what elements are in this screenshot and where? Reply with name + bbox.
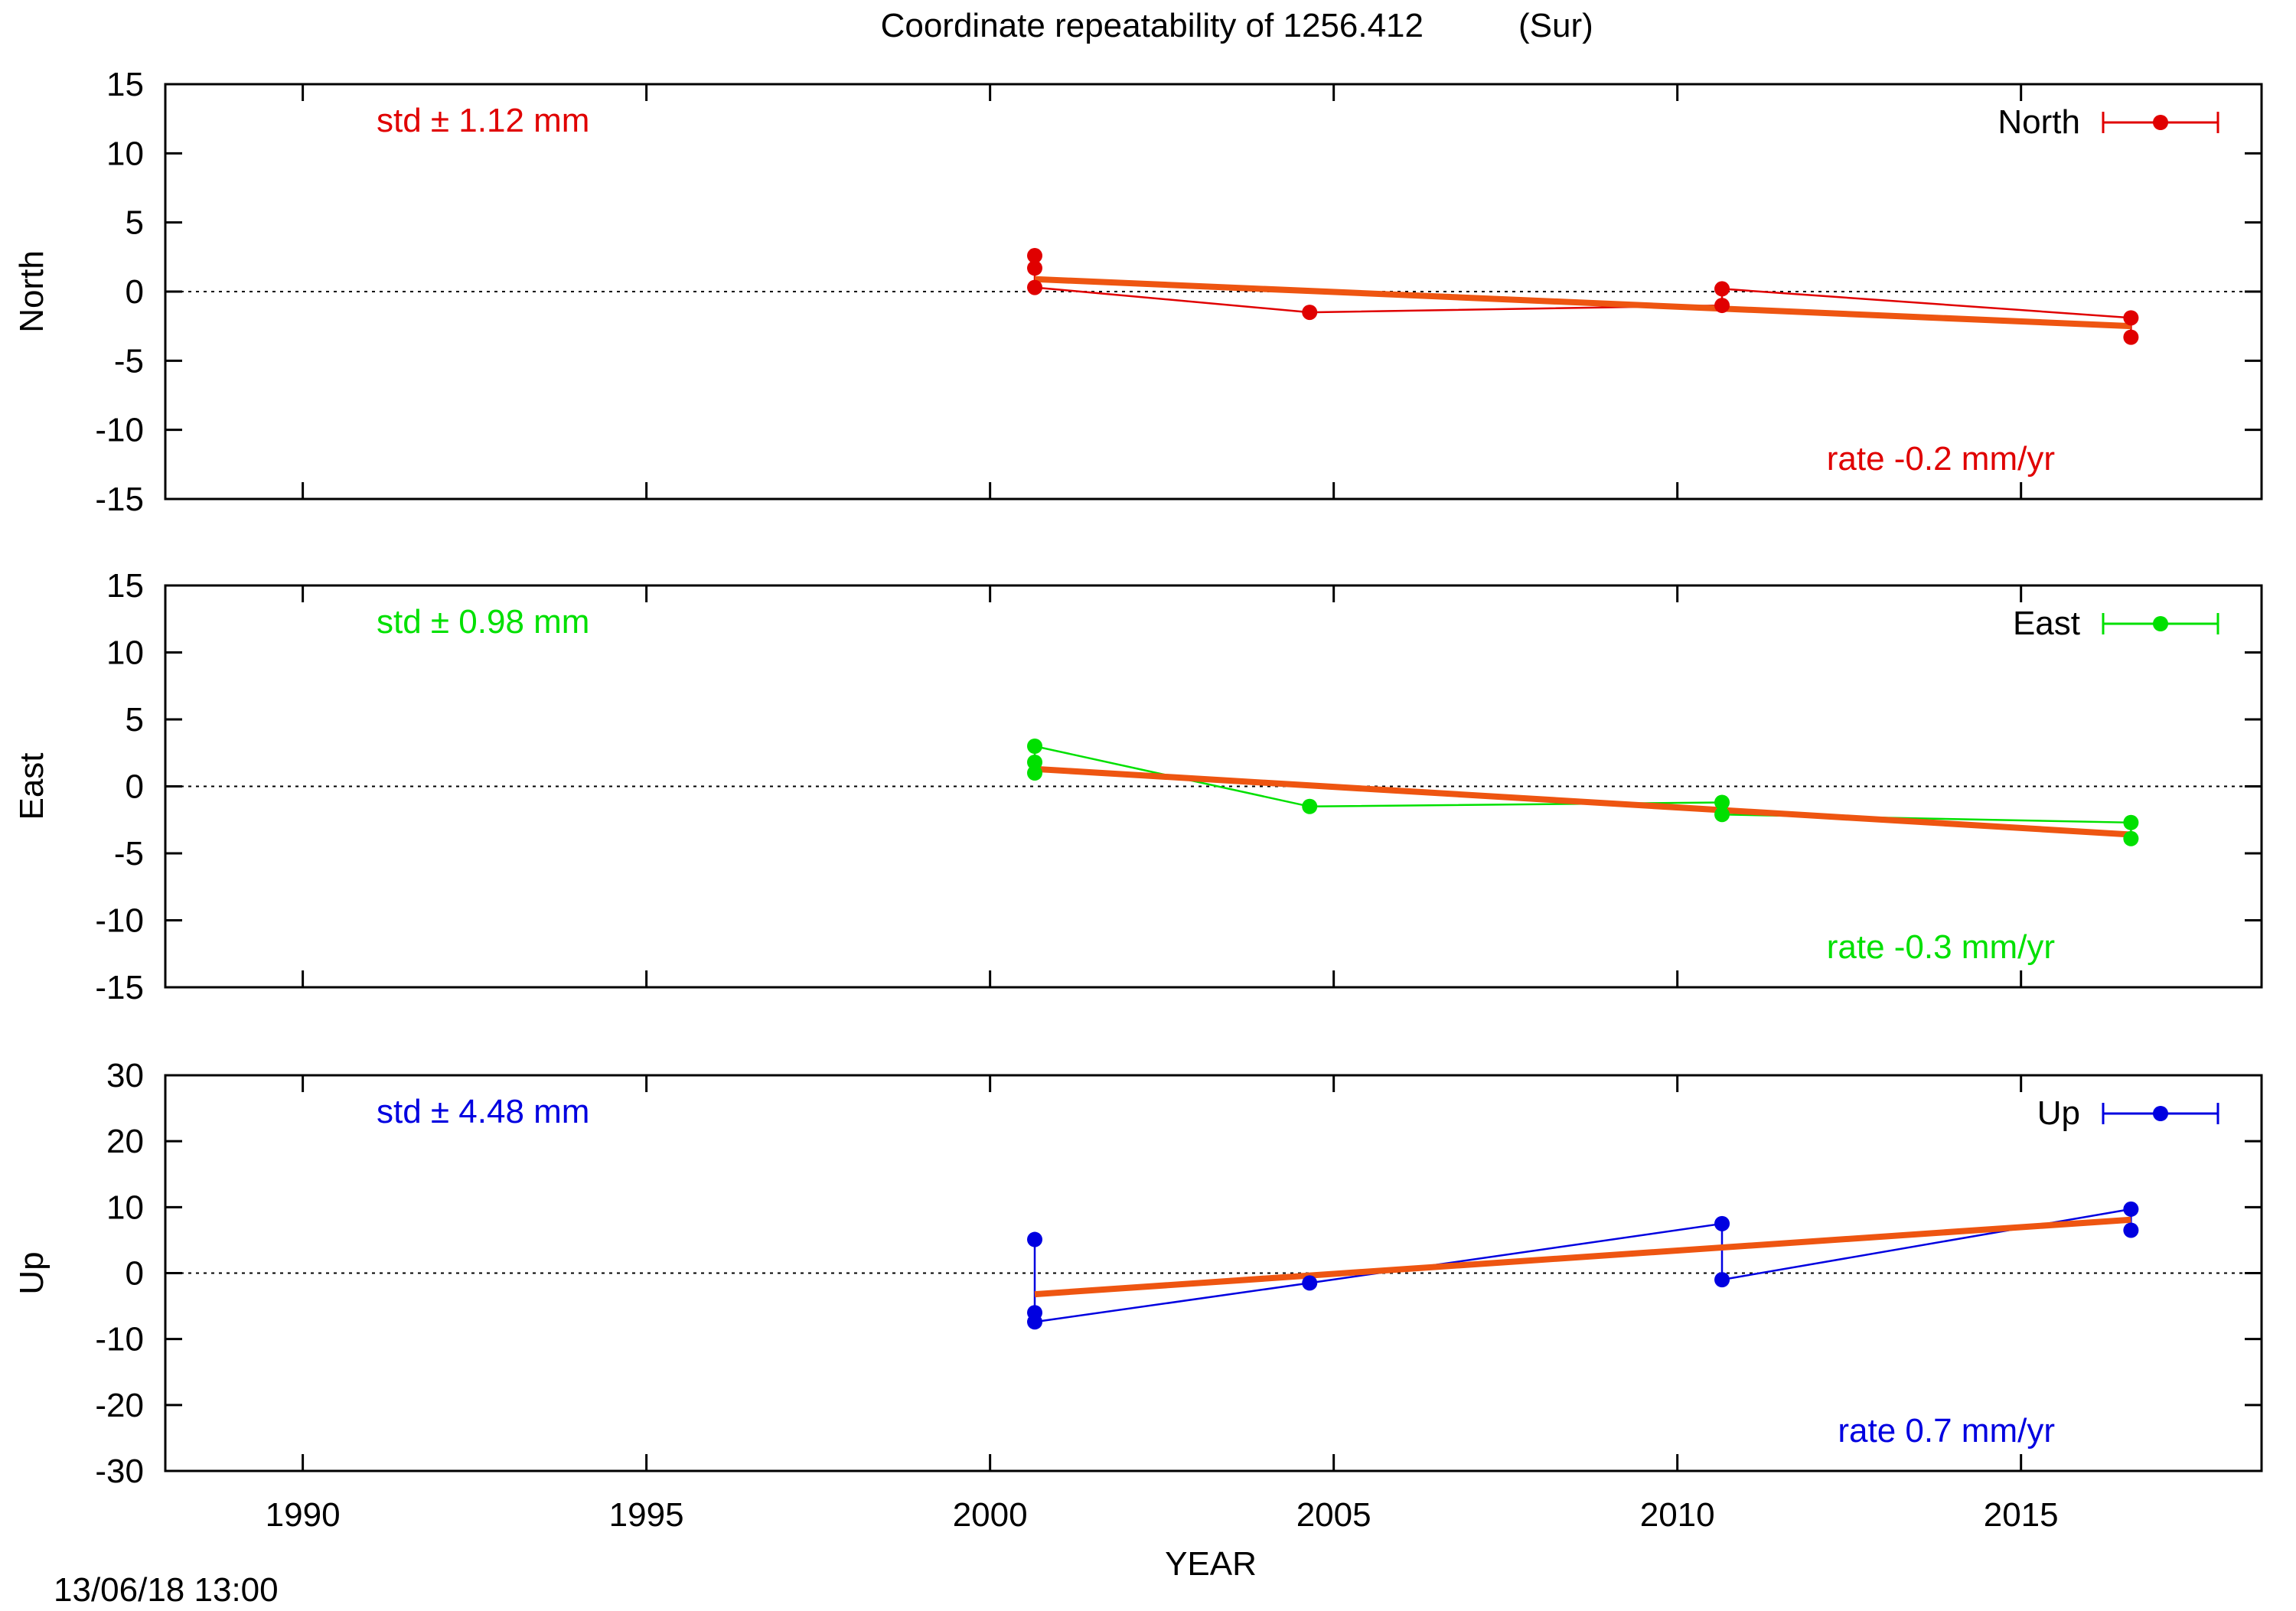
series-line: [1033, 1208, 2132, 1323]
rate-label: rate -0.2 mm/yr: [1827, 440, 2055, 478]
x-tick-label: 2015: [1984, 1496, 2059, 1534]
data-point: [2123, 830, 2139, 846]
data-point: [1027, 739, 1043, 754]
y-tick-label: 10: [106, 634, 144, 672]
legend-marker: [2153, 115, 2168, 130]
y-axis-label: Up: [13, 1251, 51, 1294]
rate-label: rate -0.3 mm/yr: [1827, 928, 2055, 966]
y-tick-label: -30: [95, 1453, 144, 1490]
data-point: [1027, 1314, 1043, 1330]
y-tick-label: 15: [106, 66, 144, 103]
series-line: [1033, 256, 2132, 338]
data-point: [2123, 1222, 2139, 1238]
legend-marker: [2153, 1106, 2168, 1121]
legend-label: East: [2013, 605, 2080, 642]
y-tick-label: -10: [95, 412, 144, 449]
data-point: [2123, 310, 2139, 326]
fit-line: [1034, 765, 2131, 838]
y-tick-label: 15: [106, 567, 144, 605]
data-point: [1714, 298, 1730, 314]
data-point: [1027, 248, 1043, 264]
x-axis: 1990 1995 2000 2005 2010 2015: [266, 1496, 2059, 1534]
data-point: [1302, 305, 1318, 321]
x-tick-label: 1995: [609, 1496, 684, 1534]
data-point: [2123, 814, 2139, 830]
y-tick-label: 10: [106, 135, 144, 172]
y-tick-label: -10: [95, 902, 144, 940]
y-axis-label: North: [13, 250, 51, 333]
y-tick-label: -20: [95, 1387, 144, 1424]
fit-line: [1034, 1216, 2131, 1298]
y-tick-label: 0: [126, 1255, 144, 1293]
std-label: std ± 4.48 mm: [377, 1093, 589, 1130]
x-tick-label: 1990: [266, 1496, 341, 1534]
y-tick-label: -10: [95, 1321, 144, 1358]
rate-label: rate 0.7 mm/yr: [1838, 1412, 2055, 1450]
data-point: [1714, 1215, 1730, 1231]
y-axis-label: East: [13, 752, 51, 820]
data-point: [1027, 279, 1043, 295]
y-tick-label: -15: [95, 969, 144, 1006]
y-tick-label: 20: [106, 1123, 144, 1160]
y-tick-label: 10: [106, 1189, 144, 1226]
legend-marker: [2153, 616, 2168, 631]
y-tick-label: 0: [126, 768, 144, 806]
timestamp: 13/06/18 13:00: [54, 1571, 279, 1607]
panel-north: 15 10 5 0 -5 -10 -15 North std ± 1.12 mm rate -0.…: [13, 66, 2263, 518]
data-point: [1027, 260, 1043, 276]
legend-label: North: [1998, 103, 2080, 141]
y-tick-label: 5: [126, 701, 144, 739]
fit-line: [1034, 276, 2131, 330]
x-tick-label: 2000: [953, 1496, 1028, 1534]
data-point: [1714, 1272, 1730, 1288]
data-point: [1714, 281, 1730, 297]
y-tick-label: 30: [106, 1057, 144, 1094]
panels-group: 15 10 5 0 -5 -10 -15 North std ± 1.12 mm rate -0.…: [13, 66, 2263, 1490]
x-axis-label: YEAR: [1165, 1545, 1257, 1583]
y-tick-label: -15: [95, 481, 144, 518]
data-point: [1302, 798, 1318, 814]
data-point: [1714, 794, 1730, 810]
panel-east: 15 10 5 0 -5 -10 -15 East std ± 0.98 mm rate -0.3…: [13, 567, 2263, 1006]
data-point: [2123, 1201, 2139, 1217]
data-point: [1027, 765, 1043, 781]
panel-up: 30 20 10 0 -10 -20 -30 Up std ± 4.48 mm rate 0.7 …: [13, 1057, 2263, 1490]
legend-label: Up: [2037, 1094, 2080, 1132]
chart-title-suffix: (Sur): [1518, 7, 1593, 44]
y-tick-label: -5: [114, 342, 144, 380]
chart-title: Coordinate repeatability of 1256.412: [881, 7, 1424, 44]
std-label: std ± 1.12 mm: [377, 102, 589, 139]
data-point: [1027, 755, 1043, 770]
data-point: [1027, 1231, 1043, 1247]
y-tick-label: -5: [114, 835, 144, 872]
y-tick-label: 0: [126, 273, 144, 311]
x-tick-label: 2005: [1296, 1496, 1371, 1534]
data-point: [1302, 1275, 1318, 1291]
data-point: [2123, 329, 2139, 345]
std-label: std ± 0.98 mm: [377, 603, 589, 641]
x-tick-label: 2010: [1640, 1496, 1715, 1534]
y-tick-label: 5: [126, 204, 144, 242]
data-point: [1714, 807, 1730, 823]
